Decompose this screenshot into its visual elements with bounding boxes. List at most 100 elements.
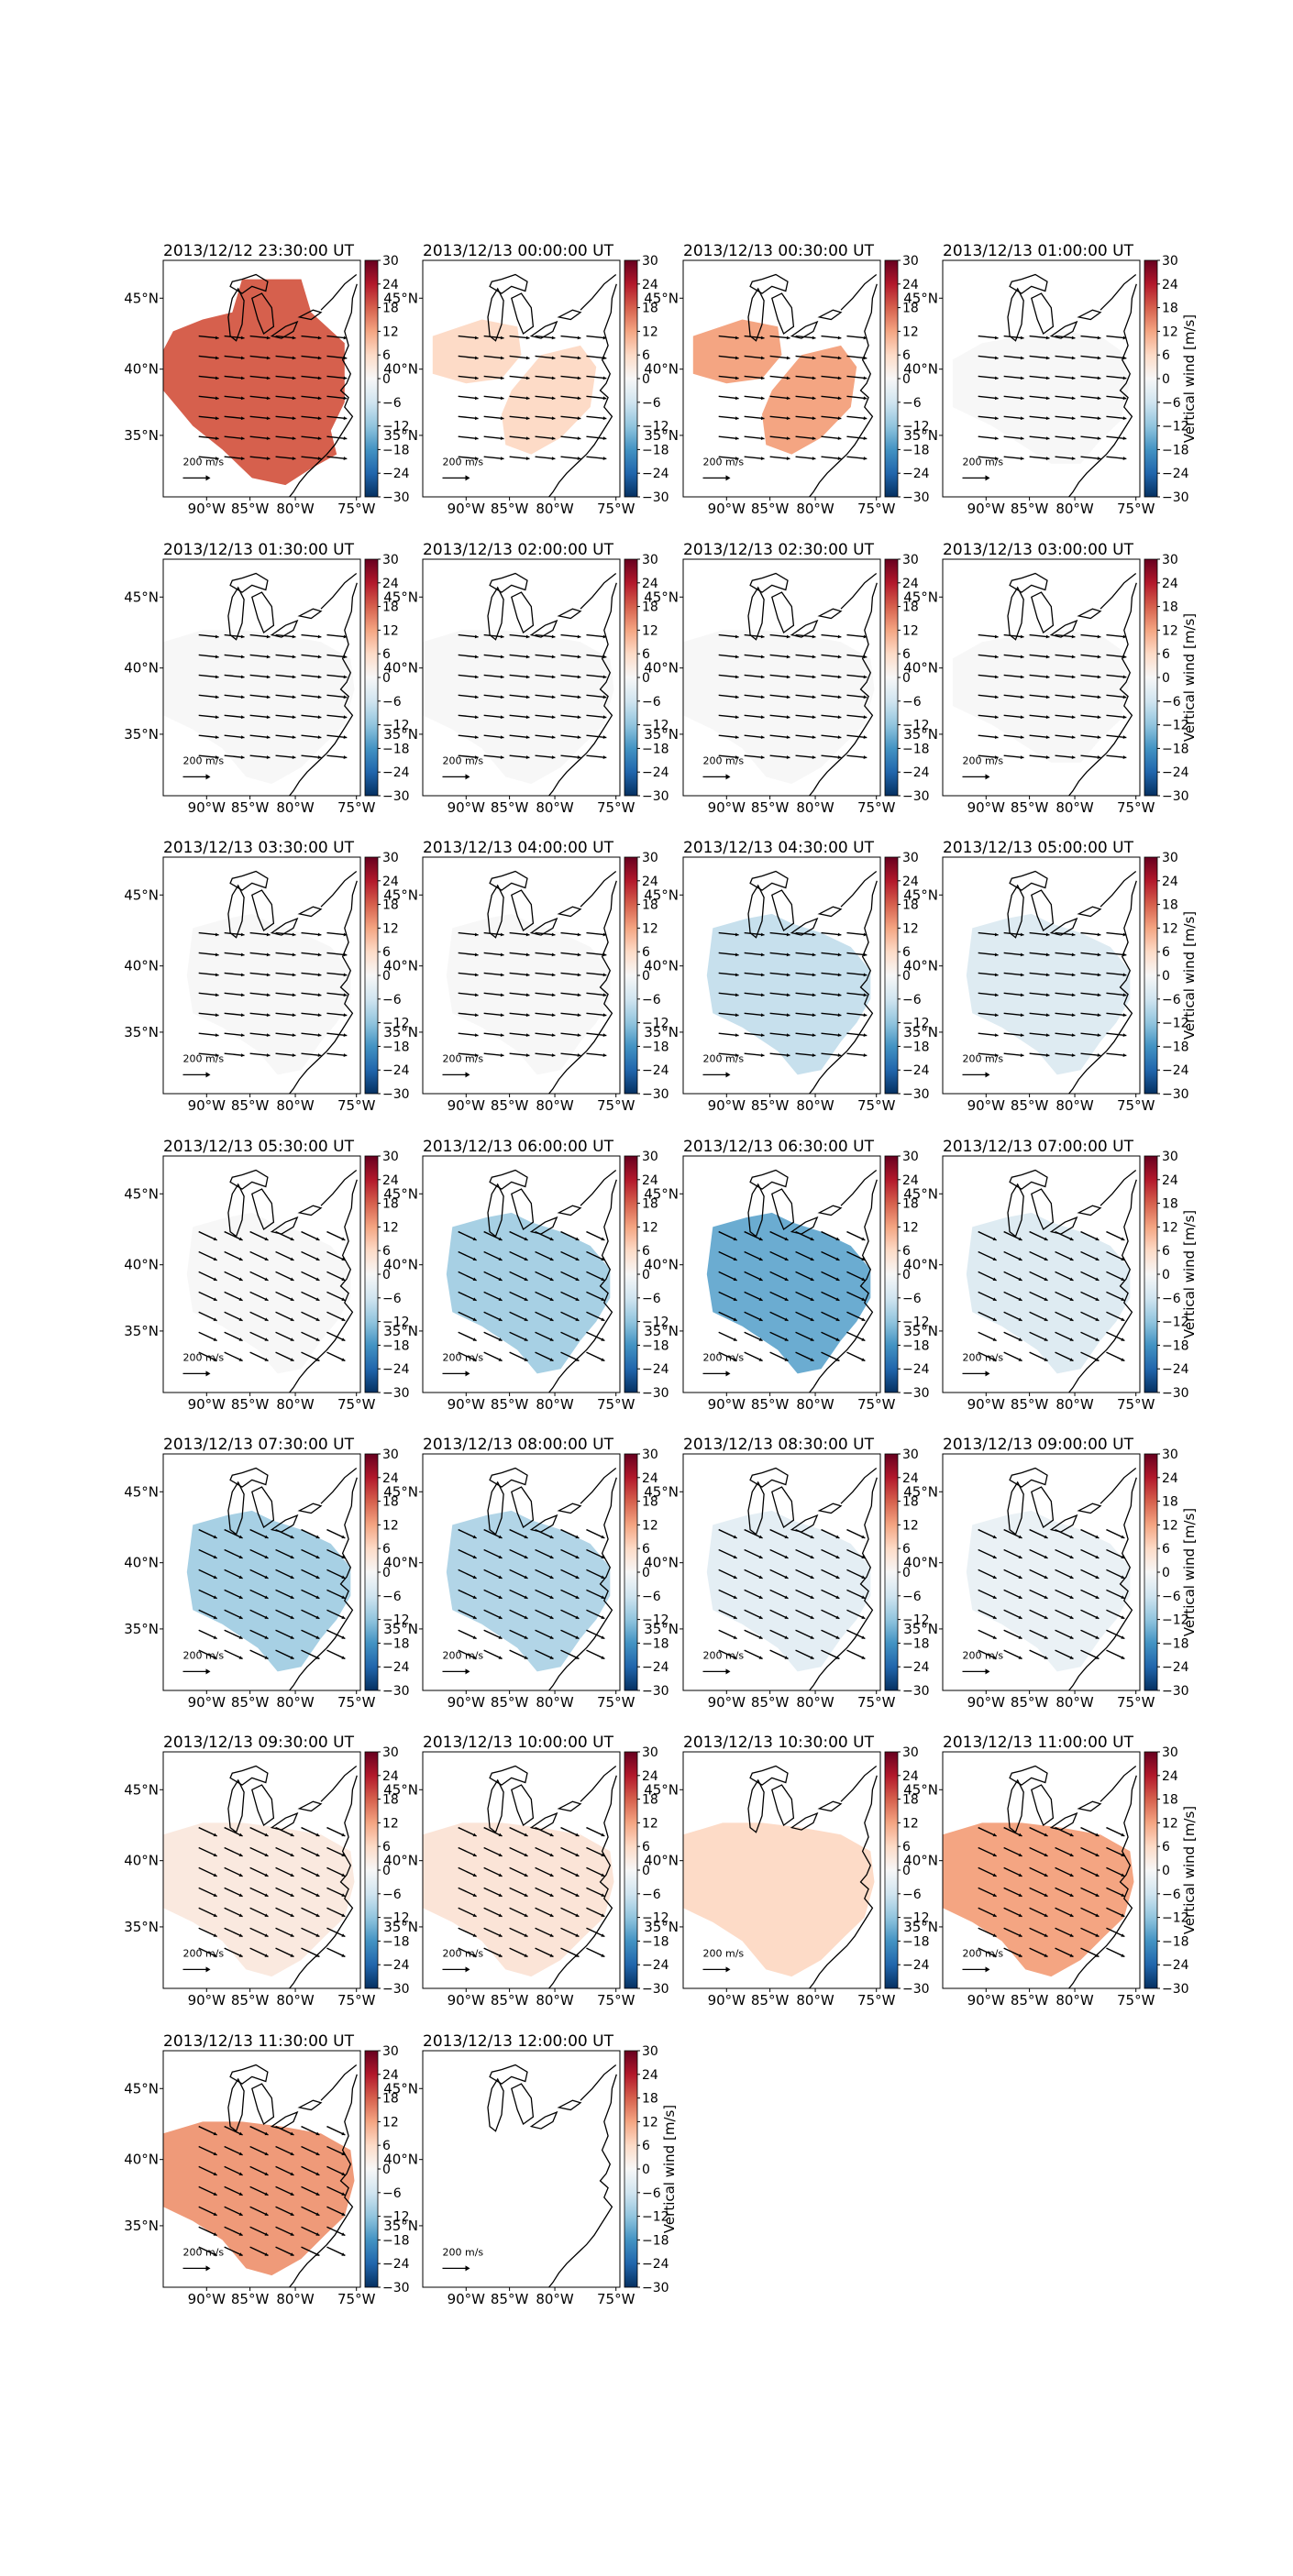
wind-arrow — [535, 1609, 554, 1620]
wind-arrow — [769, 375, 790, 380]
wind-arrow — [1003, 654, 1024, 658]
wind-arrow — [846, 992, 868, 996]
wind-arrow — [198, 415, 219, 420]
wind-arrowhead — [861, 1656, 866, 1659]
wind-arrowhead — [992, 1853, 997, 1857]
wind-arrowhead — [1122, 457, 1127, 460]
wind-arrowhead — [290, 1635, 294, 1639]
lat-label: 35°N — [644, 1919, 679, 1935]
wind-arrow — [275, 674, 296, 678]
wind-arrow — [198, 1846, 217, 1857]
wind-arrow — [744, 1548, 763, 1559]
wind-arrow — [224, 355, 245, 359]
wind-arrowhead — [500, 973, 504, 977]
wind-arrow — [1029, 674, 1050, 678]
wind-arrow — [769, 1548, 789, 1559]
wind-arrowhead — [575, 1833, 580, 1837]
wind-arrowhead — [861, 1555, 866, 1559]
wind-arrow — [535, 714, 556, 719]
wind-arrow — [483, 1907, 503, 1918]
wind-arrowhead — [758, 1555, 763, 1559]
wind-arrowhead — [784, 1358, 789, 1361]
wind-arrowhead — [240, 932, 245, 937]
colorbar-tick-label: −6 — [382, 695, 402, 710]
map-frame — [162, 856, 361, 1095]
wind-arrowhead — [602, 1013, 607, 1018]
wind-arrowhead — [733, 1277, 737, 1281]
wind-arrow — [301, 734, 322, 739]
wind-arrow — [744, 1291, 763, 1302]
wind-arrow — [1029, 335, 1050, 339]
wind-arrow — [301, 1528, 320, 1539]
great-lake-outline — [1077, 1800, 1102, 1812]
lon-label: 85°W — [231, 501, 270, 517]
wind-arrowhead — [994, 1053, 999, 1057]
wind-arrowhead — [215, 336, 219, 340]
wind-arrowhead — [474, 356, 479, 360]
wind-arrowhead — [317, 1053, 322, 1057]
wind-arrow — [1055, 1311, 1074, 1322]
wind-arrowhead — [863, 735, 868, 740]
wind-arrow — [224, 415, 245, 420]
wind-arrowhead — [549, 1358, 554, 1361]
wind-arrow — [483, 931, 504, 936]
wind-arrowhead — [837, 416, 842, 421]
wind-arrowhead — [238, 1853, 243, 1857]
wind-arrowhead — [525, 356, 530, 360]
wind-arrow — [1055, 1569, 1074, 1580]
wind-arrow — [769, 1052, 790, 1057]
colorbar — [364, 259, 379, 498]
wind-arrow — [301, 1230, 320, 1241]
wind-arrowhead — [784, 1635, 789, 1639]
wind-arrowhead — [292, 675, 296, 679]
wind-arrowhead — [498, 1615, 503, 1619]
wind-arrow — [718, 972, 739, 976]
wind-arrow — [224, 1947, 243, 1958]
wind-arrowhead — [992, 1635, 997, 1639]
lon-label: 85°W — [491, 1694, 529, 1711]
wind-arrow — [224, 694, 245, 699]
colorbar-tick-label: 6 — [642, 348, 650, 363]
wind-arrow — [326, 395, 348, 400]
wind-arrowhead — [1069, 1893, 1074, 1897]
wind-arrowhead — [498, 1933, 503, 1937]
wind-arrowhead — [602, 1033, 607, 1038]
wind-arrowhead — [472, 1317, 477, 1321]
colorbar-tick-label: 24 — [1162, 1471, 1178, 1486]
lat-label: 35°N — [644, 1323, 679, 1339]
wind-arrowhead — [1044, 1358, 1048, 1361]
colorbar-tick-label: 0 — [382, 1566, 391, 1580]
wind-arrow — [483, 972, 504, 976]
colorbar-tick-label: 18 — [382, 600, 399, 615]
wind-arrow — [326, 633, 348, 638]
wind-arrowhead — [549, 1615, 554, 1619]
wind-arrowhead — [500, 952, 504, 957]
colorbar-tick-label: −24 — [382, 1660, 410, 1675]
wind-arrowhead — [1097, 715, 1101, 720]
wind-arrow — [586, 1826, 605, 1837]
wind-arrowhead — [1097, 336, 1101, 340]
wind-arrowhead — [264, 1257, 269, 1261]
wind-arrowhead — [215, 396, 219, 401]
wind-arrow — [326, 2246, 346, 2257]
wind-arrowhead — [812, 715, 816, 720]
colorbar-tick-label: 12 — [642, 1220, 658, 1235]
wind-arrow — [458, 1351, 477, 1362]
wind-arrow — [718, 1291, 737, 1302]
colorbar-tick-label: −18 — [1162, 1934, 1189, 1949]
wind-arrow — [586, 415, 607, 420]
wind-arrowhead — [601, 1873, 605, 1877]
wind-arrow — [483, 754, 504, 759]
wind-arrowhead — [549, 1317, 554, 1321]
wind-arrowhead — [551, 973, 556, 977]
wind-arrowhead — [551, 1013, 556, 1018]
map-frame — [942, 856, 1141, 1095]
wind-arrowhead — [240, 396, 245, 401]
wind-arrow — [198, 395, 219, 400]
wind-arrow — [560, 1569, 580, 1580]
wind-arrow — [1106, 375, 1127, 380]
wind-arrow — [1029, 992, 1050, 996]
map-frame — [162, 259, 361, 498]
vertical-wind-field — [692, 319, 782, 384]
great-lake-outline — [227, 586, 245, 641]
